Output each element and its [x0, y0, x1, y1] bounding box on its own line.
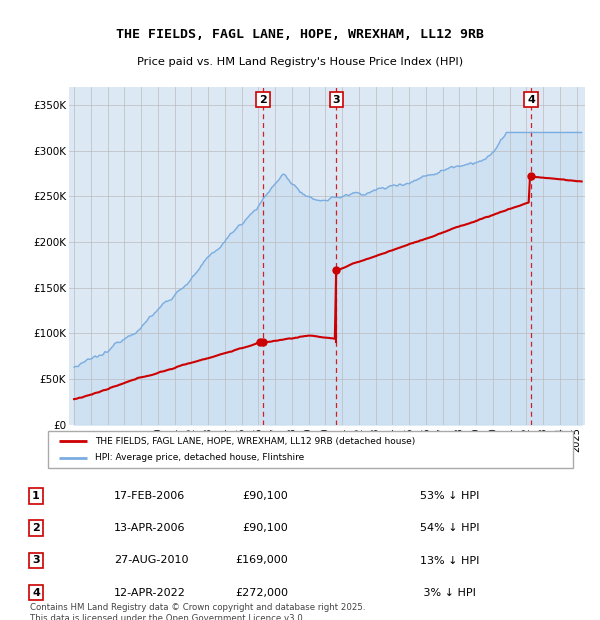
Text: 4: 4 [32, 588, 40, 598]
Text: 13% ↓ HPI: 13% ↓ HPI [420, 556, 479, 565]
Text: 1: 1 [32, 491, 40, 501]
Text: £169,000: £169,000 [235, 556, 288, 565]
Text: HPI: Average price, detached house, Flintshire: HPI: Average price, detached house, Flin… [95, 453, 305, 462]
Text: 3% ↓ HPI: 3% ↓ HPI [420, 588, 476, 598]
Text: £90,100: £90,100 [242, 523, 288, 533]
FancyBboxPatch shape [48, 431, 573, 468]
Text: £272,000: £272,000 [235, 588, 288, 598]
Text: 12-APR-2022: 12-APR-2022 [114, 588, 186, 598]
Text: THE FIELDS, FAGL LANE, HOPE, WREXHAM, LL12 9RB: THE FIELDS, FAGL LANE, HOPE, WREXHAM, LL… [116, 28, 484, 40]
Text: Price paid vs. HM Land Registry's House Price Index (HPI): Price paid vs. HM Land Registry's House … [137, 57, 463, 67]
Text: 17-FEB-2006: 17-FEB-2006 [114, 491, 185, 501]
Text: 3: 3 [332, 95, 340, 105]
Text: 4: 4 [527, 95, 535, 105]
Text: 53% ↓ HPI: 53% ↓ HPI [420, 491, 479, 501]
Text: 27-AUG-2010: 27-AUG-2010 [114, 556, 188, 565]
Text: 2: 2 [32, 523, 40, 533]
Text: 13-APR-2006: 13-APR-2006 [114, 523, 185, 533]
Text: 3: 3 [32, 556, 40, 565]
Text: £90,100: £90,100 [242, 491, 288, 501]
Text: 54% ↓ HPI: 54% ↓ HPI [420, 523, 479, 533]
Text: Contains HM Land Registry data © Crown copyright and database right 2025.
This d: Contains HM Land Registry data © Crown c… [30, 603, 365, 620]
Text: 2: 2 [259, 95, 267, 105]
Text: THE FIELDS, FAGL LANE, HOPE, WREXHAM, LL12 9RB (detached house): THE FIELDS, FAGL LANE, HOPE, WREXHAM, LL… [95, 437, 415, 446]
